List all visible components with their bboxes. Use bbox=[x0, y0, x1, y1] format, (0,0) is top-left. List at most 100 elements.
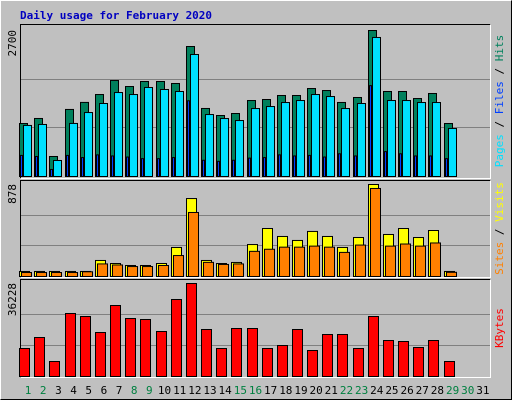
bar bbox=[372, 36, 381, 177]
bar bbox=[125, 317, 136, 378]
bar bbox=[38, 123, 47, 178]
bar bbox=[432, 102, 441, 177]
bar bbox=[158, 264, 169, 277]
bar bbox=[337, 334, 348, 378]
panel-border bbox=[20, 279, 491, 378]
legend: Pages / Files / Hits bbox=[493, 35, 506, 168]
x-tick-label: 11 bbox=[173, 384, 186, 397]
x-tick-label: 3 bbox=[55, 384, 62, 397]
bar bbox=[172, 157, 175, 178]
bar bbox=[292, 328, 303, 377]
bar bbox=[156, 330, 167, 378]
bar bbox=[279, 246, 290, 278]
bar bbox=[51, 272, 62, 277]
bar bbox=[19, 348, 30, 378]
bar bbox=[448, 127, 457, 177]
bar bbox=[23, 124, 32, 177]
bar bbox=[307, 350, 318, 378]
panel-border bbox=[20, 180, 491, 278]
y-tick-label: 36228 bbox=[6, 283, 19, 316]
bar bbox=[417, 102, 426, 177]
bar bbox=[173, 255, 184, 277]
x-tick-label: 14 bbox=[219, 384, 233, 397]
bar bbox=[49, 361, 60, 377]
bar bbox=[140, 318, 151, 378]
bar bbox=[383, 339, 394, 377]
bar bbox=[247, 327, 258, 377]
x-tick-label: 5 bbox=[85, 384, 92, 397]
bar bbox=[413, 346, 424, 378]
bar bbox=[66, 154, 69, 178]
x-tick-label: 22 bbox=[340, 384, 353, 397]
y-tick-label: 878 bbox=[6, 184, 19, 204]
bar bbox=[187, 100, 190, 177]
bar bbox=[220, 118, 229, 177]
bar bbox=[324, 246, 335, 278]
bar bbox=[142, 266, 153, 278]
bar bbox=[281, 102, 290, 177]
bar bbox=[369, 85, 372, 177]
bar bbox=[353, 348, 364, 378]
bar bbox=[294, 246, 305, 278]
bar bbox=[112, 264, 123, 278]
bar bbox=[341, 108, 350, 177]
x-tick-label: 29 bbox=[446, 384, 459, 397]
bar bbox=[414, 155, 417, 178]
bar bbox=[67, 272, 78, 277]
x-tick-label: 23 bbox=[355, 384, 368, 397]
bar bbox=[308, 154, 311, 178]
x-tick-label: 4 bbox=[70, 384, 77, 397]
legend-entry: KBytes bbox=[493, 308, 506, 348]
bar bbox=[385, 245, 396, 278]
bar bbox=[80, 315, 91, 378]
bar bbox=[110, 304, 121, 378]
bar bbox=[144, 86, 153, 177]
bar bbox=[357, 103, 366, 177]
bar bbox=[400, 243, 411, 278]
legend: Sites / Visits bbox=[493, 182, 506, 275]
legend-entry: Visits bbox=[493, 182, 506, 222]
legend-separator: / bbox=[493, 222, 506, 242]
bar bbox=[354, 155, 357, 178]
bar bbox=[402, 100, 411, 177]
bar bbox=[141, 158, 144, 177]
bar bbox=[186, 283, 197, 377]
x-tick-label: 15 bbox=[234, 384, 247, 397]
x-tick-label: 28 bbox=[431, 384, 444, 397]
bar bbox=[263, 157, 266, 178]
bar bbox=[50, 168, 53, 177]
x-tick-label: 30 bbox=[461, 384, 474, 397]
bar bbox=[296, 100, 305, 177]
bar bbox=[53, 159, 62, 178]
bar bbox=[338, 153, 341, 178]
chart-title: Daily usage for February 2020 bbox=[20, 9, 212, 22]
bar bbox=[232, 159, 235, 177]
x-tick-label: 24 bbox=[370, 384, 384, 397]
bar bbox=[231, 327, 242, 377]
bar bbox=[69, 122, 78, 177]
bar bbox=[384, 151, 387, 178]
y-tick-label: 2700 bbox=[6, 30, 19, 57]
legend-separator: / bbox=[493, 114, 506, 134]
legend-entry: Files bbox=[493, 81, 506, 114]
bar bbox=[160, 88, 169, 177]
bar bbox=[175, 90, 184, 177]
bar bbox=[445, 158, 448, 177]
bar bbox=[248, 157, 251, 178]
panel-border bbox=[20, 180, 491, 278]
x-tick-label: 21 bbox=[325, 384, 338, 397]
x-tick-label: 12 bbox=[188, 384, 201, 397]
bar bbox=[339, 251, 350, 277]
x-tick-label: 10 bbox=[158, 384, 171, 397]
bar bbox=[429, 155, 432, 178]
legend-entry: Sites bbox=[493, 242, 506, 275]
x-tick-label: 1 bbox=[25, 384, 32, 397]
bar bbox=[370, 187, 381, 278]
bar bbox=[415, 245, 426, 278]
bar bbox=[157, 158, 160, 177]
bar bbox=[217, 160, 220, 177]
bar bbox=[387, 100, 396, 177]
bar bbox=[262, 348, 273, 378]
bar bbox=[326, 96, 335, 177]
bar bbox=[264, 248, 275, 278]
